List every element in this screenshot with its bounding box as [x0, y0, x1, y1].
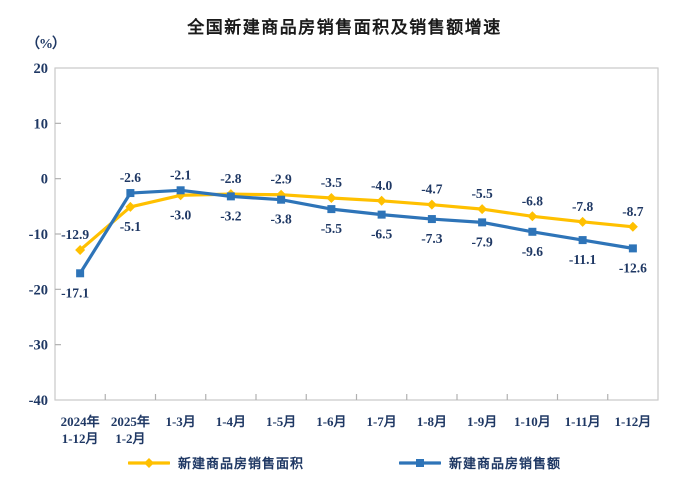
data-label: -8.7	[622, 204, 644, 219]
chart-title: 全国新建商品房销售面积及销售额增速	[187, 18, 502, 37]
data-label: -6.8	[522, 193, 544, 208]
marker-diamond	[527, 211, 538, 222]
x-tick-label: 1-9月	[467, 414, 497, 429]
legend-item-sales-area: 新建商品房销售面积	[127, 453, 304, 472]
x-tick-label: 1-4月	[216, 414, 246, 429]
x-tick-label: 2025年	[111, 414, 150, 429]
y-tick-label: -40	[29, 393, 48, 409]
marker-square	[327, 205, 336, 214]
marker-square	[628, 244, 637, 253]
legend-line-diamond-icon	[127, 457, 170, 468]
y-tick-label: 0	[41, 172, 48, 188]
marker-square	[528, 227, 537, 236]
marker-square	[126, 189, 135, 198]
x-tick-label: 1-2月	[115, 431, 145, 446]
plot-border	[54, 67, 659, 401]
data-label: -7.9	[471, 234, 493, 249]
data-label: -4.0	[371, 178, 393, 193]
data-label: -2.8	[220, 171, 242, 186]
x-tick-label: 1-8月	[417, 414, 447, 429]
x-tick-label: 1-12月	[62, 431, 99, 446]
marker-diamond	[326, 193, 337, 204]
line-series-1	[78, 188, 635, 275]
x-tick-label: 1-12月	[614, 414, 651, 429]
data-label: -3.8	[270, 212, 292, 227]
x-tick-label: 1-3月	[165, 414, 195, 429]
data-label: -2.9	[270, 172, 292, 187]
legend-marker-diamond	[143, 457, 154, 468]
data-label: -5.5	[321, 221, 343, 236]
y-tick-label: -20	[29, 282, 48, 298]
marker-square	[277, 195, 286, 204]
data-label: -2.6	[120, 170, 142, 185]
y-axis-unit-label: （%）	[26, 37, 66, 52]
marker-diamond	[477, 204, 488, 215]
data-label: -12.6	[619, 260, 647, 275]
marker-diamond	[376, 195, 387, 206]
y-tick-label: -30	[29, 338, 48, 354]
data-label: -7.3	[421, 231, 443, 246]
y-tick-label: -10	[29, 227, 48, 243]
marker-square	[478, 218, 487, 227]
x-tick-label: 1-6月	[316, 414, 346, 429]
x-tick-label: 1-5月	[266, 414, 296, 429]
x-tick-label: 1-7月	[366, 414, 396, 429]
legend-item-sales-amount: 新建商品房销售额	[399, 453, 561, 472]
x-tick-label: 1-10月	[514, 414, 551, 429]
x-tick-label: 1-11月	[565, 414, 601, 429]
y-tick-label: 20	[34, 61, 49, 77]
data-label: -9.6	[522, 244, 544, 259]
data-label: -11.1	[569, 252, 597, 267]
data-label: -3.2	[220, 208, 242, 223]
data-label: -7.8	[572, 199, 594, 214]
data-label: -12.9	[61, 227, 89, 242]
data-label: -6.5	[371, 227, 393, 242]
x-tick-label: 2024年	[61, 414, 100, 429]
marker-diamond	[125, 201, 136, 212]
data-label: -5.5	[471, 186, 493, 201]
chart-legend: 新建商品房销售面积 新建商品房销售额	[0, 453, 689, 472]
data-label: -3.5	[321, 175, 343, 190]
data-label: -2.1	[170, 167, 192, 182]
data-label: -5.1	[120, 219, 142, 234]
marker-square	[377, 210, 386, 219]
data-label: -4.7	[421, 182, 443, 197]
data-label: -3.0	[170, 207, 192, 222]
line-series-0	[78, 192, 635, 252]
legend-marker-square	[416, 458, 424, 467]
legend-label-sales-amount: 新建商品房销售额	[449, 456, 562, 471]
marker-square	[176, 186, 185, 195]
marker-diamond	[577, 216, 588, 227]
marker-square	[76, 269, 85, 278]
data-label: -17.1	[61, 285, 89, 300]
marker-diamond	[426, 199, 437, 210]
marker-square	[578, 236, 587, 245]
legend-line-square-icon	[399, 458, 441, 467]
marker-diamond	[627, 221, 638, 232]
marker-square	[226, 192, 235, 201]
marker-square	[427, 215, 436, 224]
y-tick-label: 10	[34, 116, 49, 132]
marker-diamond	[75, 245, 86, 256]
legend-label-sales-area: 新建商品房销售面积	[177, 456, 304, 471]
